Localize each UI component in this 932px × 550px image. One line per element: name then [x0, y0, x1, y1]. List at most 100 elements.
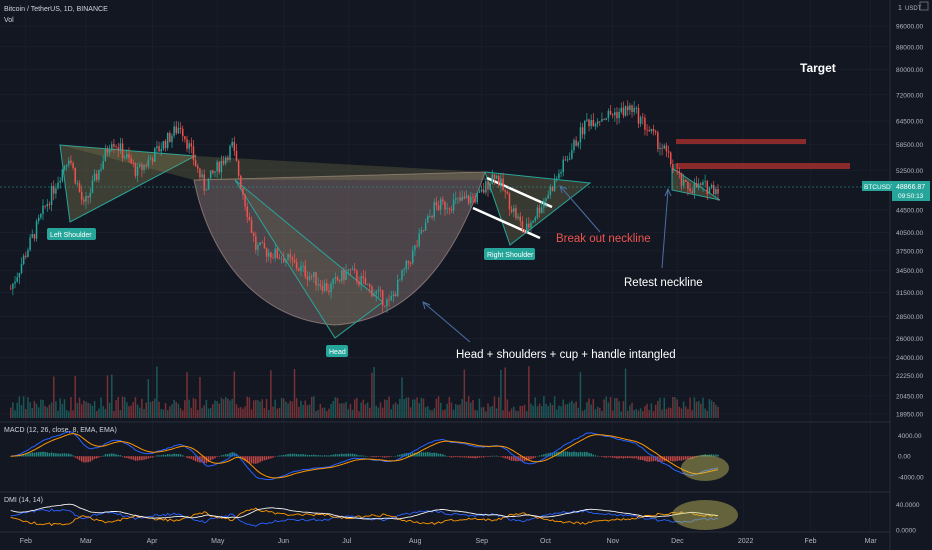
candle-body[interactable] — [646, 129, 648, 131]
candle-body[interactable] — [534, 217, 537, 221]
candle-body[interactable] — [360, 276, 362, 285]
candle-body[interactable] — [224, 157, 227, 164]
candle-body[interactable] — [407, 260, 410, 264]
candle-body[interactable] — [663, 145, 666, 149]
candle-body[interactable] — [233, 142, 236, 151]
head-triangle[interactable] — [234, 179, 384, 339]
candle-body[interactable] — [631, 105, 633, 113]
candle-body[interactable] — [373, 294, 375, 297]
candle-body[interactable] — [420, 230, 423, 234]
candle-body[interactable] — [330, 283, 332, 293]
candle-body[interactable] — [98, 169, 100, 180]
candle-body[interactable] — [31, 234, 33, 238]
candle-body[interactable] — [607, 110, 610, 119]
candle-body[interactable] — [87, 196, 89, 198]
candle-body[interactable] — [556, 178, 558, 180]
candle-body[interactable] — [12, 283, 14, 289]
candle-body[interactable] — [61, 169, 64, 181]
candle-body[interactable] — [624, 106, 627, 116]
candle-body[interactable] — [220, 160, 223, 173]
candle-body[interactable] — [377, 289, 380, 292]
candle-body[interactable] — [310, 276, 313, 278]
candle-body[interactable] — [672, 164, 674, 171]
candle-body[interactable] — [95, 173, 98, 180]
candle-body[interactable] — [652, 128, 655, 132]
candle-body[interactable] — [637, 107, 640, 124]
candle-body[interactable] — [523, 229, 526, 234]
candle-body[interactable] — [409, 263, 412, 264]
candle-body[interactable] — [177, 127, 180, 134]
candle-body[interactable] — [414, 245, 416, 251]
candle-body[interactable] — [291, 257, 294, 260]
candle-body[interactable] — [543, 200, 545, 208]
candle-body[interactable] — [669, 152, 672, 165]
candle-body[interactable] — [358, 281, 360, 285]
candle-body[interactable] — [403, 269, 405, 271]
candle-body[interactable] — [246, 206, 248, 217]
candle-body[interactable] — [396, 279, 399, 297]
candle-body[interactable] — [16, 277, 18, 282]
candle-body[interactable] — [257, 245, 259, 250]
candle-body[interactable] — [470, 197, 472, 204]
candle-body[interactable] — [553, 179, 556, 191]
candle-body[interactable] — [154, 148, 156, 162]
candle-body[interactable] — [547, 194, 549, 199]
candle-body[interactable] — [123, 157, 126, 159]
candle-body[interactable] — [369, 284, 371, 287]
candle-body[interactable] — [40, 213, 42, 218]
candle-body[interactable] — [143, 164, 145, 170]
candle-body[interactable] — [659, 147, 661, 150]
candle-body[interactable] — [560, 172, 562, 174]
candle-body[interactable] — [179, 127, 182, 129]
candle-body[interactable] — [229, 145, 231, 160]
neckline-region[interactable] — [60, 145, 485, 180]
candle-body[interactable] — [76, 183, 79, 185]
candle-body[interactable] — [289, 254, 291, 258]
candle-body[interactable] — [315, 272, 317, 286]
candle-body[interactable] — [265, 248, 268, 257]
candle-body[interactable] — [521, 221, 524, 230]
candle-body[interactable] — [100, 168, 102, 170]
candle-body[interactable] — [633, 107, 635, 113]
candle-body[interactable] — [461, 196, 463, 201]
candle-body[interactable] — [326, 283, 328, 291]
candle-body[interactable] — [190, 143, 193, 147]
target-bar-lower[interactable] — [676, 163, 850, 169]
candlesticks[interactable] — [9, 100, 719, 313]
candle-body[interactable] — [332, 278, 334, 284]
candle-body[interactable] — [450, 209, 453, 211]
candle-body[interactable] — [583, 120, 586, 135]
candle-body[interactable] — [379, 289, 382, 291]
candle-body[interactable] — [571, 150, 573, 159]
candle-body[interactable] — [504, 189, 506, 192]
candle-body[interactable] — [454, 198, 457, 200]
candle-body[interactable] — [272, 257, 274, 259]
candle-body[interactable] — [399, 279, 401, 281]
candle-body[interactable] — [680, 172, 683, 186]
candle-body[interactable] — [158, 146, 160, 152]
candle-body[interactable] — [104, 148, 107, 162]
candle-body[interactable] — [149, 158, 152, 160]
candle-body[interactable] — [611, 114, 614, 116]
candle-body[interactable] — [203, 174, 205, 191]
annotation-break-out[interactable]: Break out neckline — [556, 233, 651, 245]
candle-body[interactable] — [635, 107, 638, 109]
candle-body[interactable] — [693, 182, 696, 193]
candle-body[interactable] — [80, 191, 83, 200]
candle-body[interactable] — [566, 159, 569, 161]
candle-body[interactable] — [674, 170, 676, 172]
candle-body[interactable] — [465, 195, 468, 199]
dmi-legend[interactable]: DMI (14, 14) — [4, 497, 43, 504]
candle-body[interactable] — [590, 120, 592, 127]
candle-body[interactable] — [362, 276, 365, 279]
candle-body[interactable] — [381, 290, 384, 306]
candle-body[interactable] — [136, 166, 139, 176]
candle-body[interactable] — [130, 158, 132, 164]
candle-body[interactable] — [231, 142, 233, 146]
candle-body[interactable] — [214, 171, 216, 173]
candle-body[interactable] — [536, 207, 539, 218]
candle-body[interactable] — [240, 175, 242, 189]
annotation-pattern[interactable]: Head + shoulders + cup + handle intangle… — [456, 349, 676, 361]
candle-body[interactable] — [197, 165, 199, 169]
candle-body[interactable] — [715, 188, 717, 195]
